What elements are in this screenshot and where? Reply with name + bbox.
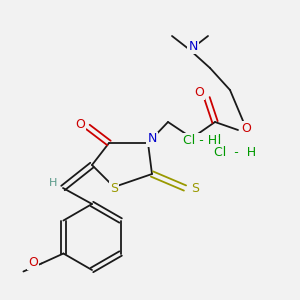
Text: N: N — [147, 133, 157, 146]
Text: N: N — [188, 40, 198, 52]
Text: O: O — [75, 118, 85, 131]
Text: Cl - H: Cl - H — [183, 134, 217, 146]
Text: H: H — [49, 178, 57, 188]
Text: S: S — [191, 182, 199, 194]
Text: Cl  -  H: Cl - H — [214, 146, 256, 158]
Text: O: O — [241, 122, 251, 134]
Text: O: O — [28, 256, 38, 269]
Text: Cl: Cl — [209, 134, 221, 146]
Text: S: S — [110, 182, 118, 194]
Text: O: O — [194, 85, 204, 98]
